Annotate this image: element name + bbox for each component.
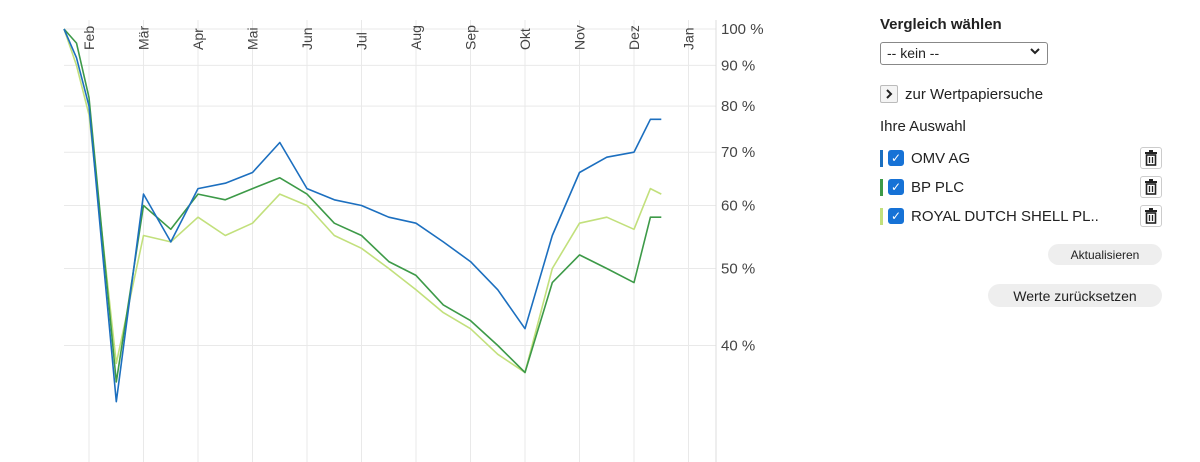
x-tick-label: Jun [299, 27, 315, 50]
y-tick-label: 90 % [721, 57, 755, 74]
series-color-bar [880, 178, 883, 196]
trash-icon[interactable] [1140, 205, 1162, 227]
comparison-panel: Vergleich wählen -- kein -- zur Wertpapi… [880, 0, 1170, 462]
reset-button[interactable]: Werte zurücksetzen [988, 284, 1162, 307]
trash-icon[interactable] [1140, 176, 1162, 198]
compare-select-value: -- kein -- [887, 45, 940, 61]
series-color-bar [880, 149, 883, 167]
chevron-right-icon [880, 85, 898, 103]
checkmark-icon[interactable]: ✓ [888, 179, 904, 195]
selection-item-shell: ✓ ROYAL DUTCH SHELL PL.. [880, 205, 1162, 227]
y-tick-label: 50 % [721, 260, 755, 277]
checkmark-icon[interactable]: ✓ [888, 208, 904, 224]
selection-item-omv: ✓ OMV AG [880, 147, 1162, 169]
x-tick-label: Mai [245, 27, 261, 50]
x-tick-label: Aug [408, 25, 424, 50]
x-tick-label: Jul [354, 32, 370, 50]
series-line-2 [63, 28, 662, 374]
x-tick-label: Mär [136, 26, 152, 50]
y-tick-label: 80 % [721, 98, 755, 115]
series-color-bar [880, 207, 883, 225]
y-tick-label: 100 % [721, 21, 764, 38]
trash-icon[interactable] [1140, 147, 1162, 169]
update-button[interactable]: Aktualisieren [1048, 244, 1162, 265]
x-tick-label: Feb [81, 26, 97, 50]
compare-title: Vergleich wählen [880, 16, 1002, 33]
x-tick-label: Apr [190, 28, 206, 50]
x-tick-label: Jan [681, 27, 697, 50]
chevron-down-icon [1029, 43, 1041, 64]
selection-item-label: BP PLC [911, 178, 965, 196]
x-tick-label: Sep [463, 25, 479, 50]
chart-svg: 100 % 90 % 80 % 70 % 60 % 50 % 40 % Feb Mär Apr Ma… [63, 20, 764, 462]
series-line-1 [63, 28, 662, 383]
y-tick-label: 40 % [721, 338, 755, 355]
y-tick-label: 60 % [721, 197, 755, 214]
selection-title: Ihre Auswahl [880, 118, 966, 135]
x-tick-label: Nov [572, 25, 588, 50]
selection-item-label: ROYAL DUTCH SHELL PL.. [911, 207, 1099, 225]
checkmark-icon[interactable]: ✓ [888, 150, 904, 166]
search-link-label: zur Wertpapiersuche [905, 85, 1044, 103]
compare-select[interactable]: -- kein -- [880, 42, 1048, 65]
x-tick-label: Okt [517, 28, 533, 50]
price-chart: 100 % 90 % 80 % 70 % 60 % 50 % 40 % Feb Mär Apr Ma… [63, 20, 764, 462]
search-link[interactable]: zur Wertpapiersuche [880, 84, 1043, 104]
selection-item-label: OMV AG [911, 149, 971, 167]
selection-item-bp: ✓ BP PLC [880, 176, 1162, 198]
x-tick-label: Dez [626, 25, 642, 50]
y-tick-label: 70 % [721, 144, 755, 161]
series-line-0 [63, 28, 662, 403]
